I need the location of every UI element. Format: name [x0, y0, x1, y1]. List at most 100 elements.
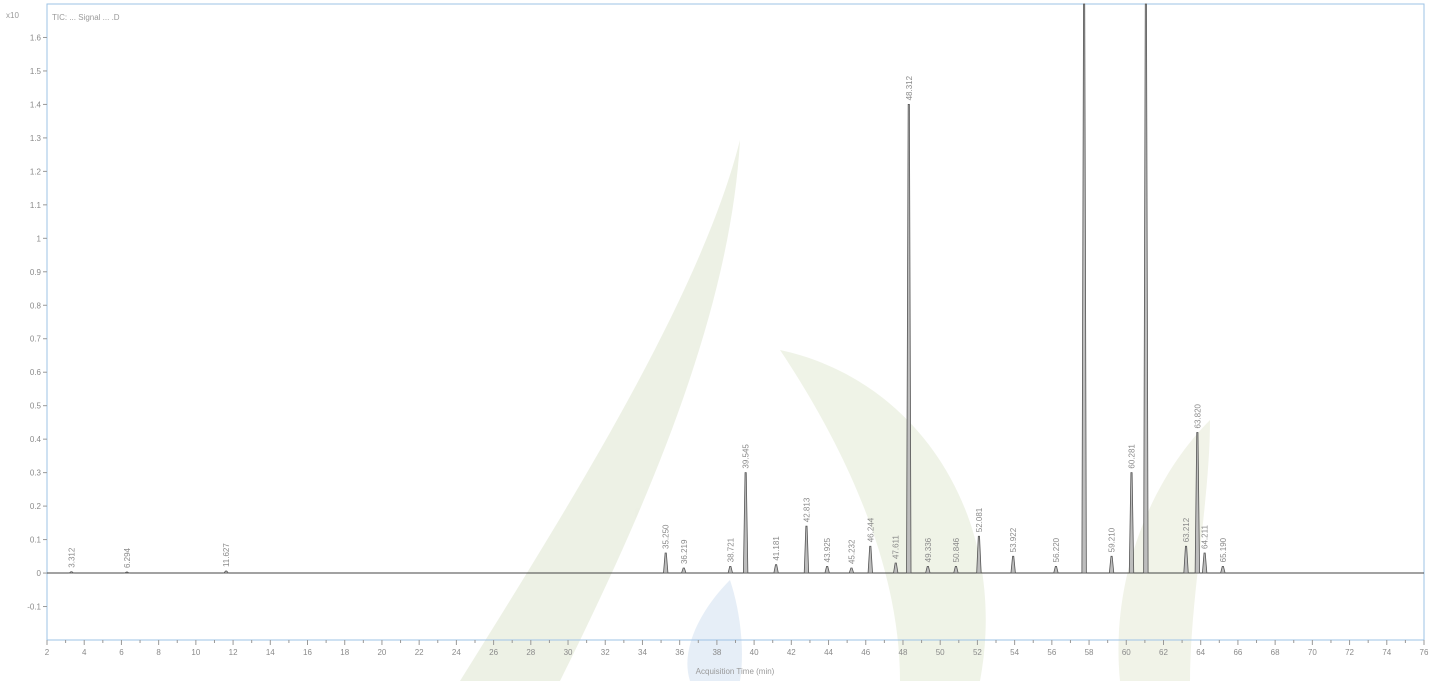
y-tick-label: 0.9: [30, 268, 42, 277]
x-tick-label: 22: [415, 648, 424, 657]
y-tick-label: 1.6: [30, 33, 42, 42]
peak-label: 53.922: [1009, 527, 1018, 552]
peak: [1183, 545, 1189, 574]
watermark-leaves: [460, 140, 1210, 681]
peaks: [68, 3, 1226, 574]
peak: [123, 571, 131, 574]
y-tick-label: 0.4: [30, 435, 42, 444]
x-tick-label: 44: [824, 648, 833, 657]
y-tick-label: 0.8: [30, 301, 42, 310]
trace-title: TIC: ... Signal ... .D: [52, 13, 120, 22]
y-tick-label: 0.1: [30, 536, 42, 545]
peak: [953, 565, 959, 574]
peak: [68, 571, 75, 574]
x-tick-label: 12: [229, 648, 238, 657]
peak-label: 47.611: [892, 535, 901, 559]
peak-label: 46.244: [866, 517, 875, 542]
peak-label: 60.281: [1127, 444, 1136, 469]
peak: [867, 545, 873, 574]
watermark-leaf-left: [460, 140, 740, 681]
x-tick-label: 20: [377, 648, 386, 657]
peak-label: 39.545: [742, 444, 751, 469]
peak: [1143, 3, 1149, 574]
x-tick-label: 36: [675, 648, 684, 657]
x-tick-label: 56: [1047, 648, 1056, 657]
y-scale-label: x10: [6, 11, 19, 20]
x-tick-label: 60: [1122, 648, 1131, 657]
plot-frame: [46, 3, 1425, 641]
watermark-leaf-blue: [687, 580, 742, 681]
x-tick-label: 74: [1382, 648, 1391, 657]
peak-label: 56.220: [1052, 537, 1061, 562]
x-tick-label: 42: [787, 648, 796, 657]
y-tick-label: 1.4: [30, 100, 42, 109]
x-tick-label: 54: [1010, 648, 1019, 657]
y-tick-label: 1: [37, 234, 42, 243]
peak-label: 49.336: [924, 537, 933, 562]
peak: [727, 565, 734, 574]
x-tick-label: 46: [861, 648, 870, 657]
peak-label: 35.250: [662, 524, 671, 549]
x-axis-title: Acquisition Time (min): [696, 667, 775, 676]
peak: [824, 565, 830, 574]
x-tick-label: 34: [638, 648, 647, 657]
peak: [223, 570, 230, 574]
peak: [1220, 565, 1226, 574]
peak: [1010, 555, 1016, 574]
peak: [1053, 565, 1059, 574]
peak: [803, 525, 810, 574]
peak-label: 48.312: [905, 75, 914, 100]
x-tick-label: 18: [340, 648, 349, 657]
peak-label: 65.190: [1219, 537, 1228, 562]
x-tick-label: 6: [119, 648, 124, 657]
peak-label: 63.820: [1193, 403, 1202, 428]
peak-label: 11.627: [222, 543, 231, 567]
peak: [773, 564, 779, 574]
x-tick-label: 30: [564, 648, 573, 657]
y-tick-label: 0.5: [30, 402, 42, 411]
x-tick-label: 10: [191, 648, 200, 657]
y-tick-label: 0.6: [30, 368, 42, 377]
peak-label: 59.210: [1108, 527, 1117, 552]
x-tick-label: 14: [266, 648, 275, 657]
peak-label: 43.925: [823, 537, 832, 562]
peak: [893, 562, 899, 574]
peak-label: 50.846: [952, 537, 961, 562]
y-axis: -0.1 0 0.1 0.2 0.3 0.4 0.5 0.6 0.7 0.8 0.9 1 1.1 1.2 1…: [27, 33, 47, 612]
peak: [743, 472, 749, 574]
x-tick-label: 72: [1345, 648, 1354, 657]
x-tick-label: 70: [1308, 648, 1317, 657]
peak: [906, 104, 912, 574]
peak: [663, 552, 669, 574]
peak-label: 64.211: [1201, 525, 1210, 549]
y-tick-label: 1.5: [30, 67, 42, 76]
peak-label: 41.181: [772, 536, 781, 561]
peak-label: 36.219: [680, 539, 689, 564]
y-tick-label: 1.3: [30, 134, 42, 143]
y-tick-label: 0.3: [30, 469, 42, 478]
watermark-leaf-center: [780, 350, 986, 681]
peak: [1201, 552, 1208, 574]
peak: [1108, 555, 1115, 574]
y-tick-label: 1.1: [30, 201, 42, 210]
y-tick-label: 1.2: [30, 167, 42, 176]
x-tick-label: 38: [712, 648, 721, 657]
x-tick-label: 2: [45, 648, 50, 657]
x-tick-label: 68: [1271, 648, 1280, 657]
x-tick-label: 64: [1196, 648, 1205, 657]
x-tick-label: 58: [1085, 648, 1094, 657]
peak: [1081, 3, 1087, 574]
peak-label: 52.081: [975, 507, 984, 532]
peak-labels: 3.312 6.294 11.627 35.250 36.219 38.721 39.545…: [67, 75, 1228, 568]
y-tick-label: 0.2: [30, 502, 42, 511]
x-tick-label: 8: [156, 648, 161, 657]
x-tick-label: 40: [750, 648, 759, 657]
x-tick-label: 32: [601, 648, 610, 657]
peak-label: 42.813: [802, 497, 811, 522]
x-tick-label: 16: [303, 648, 312, 657]
y-tick-label: 0: [37, 569, 42, 578]
y-tick-label: 0.7: [30, 335, 42, 344]
peak-label: 6.294: [123, 547, 132, 568]
peak-label: 38.721: [726, 537, 735, 562]
